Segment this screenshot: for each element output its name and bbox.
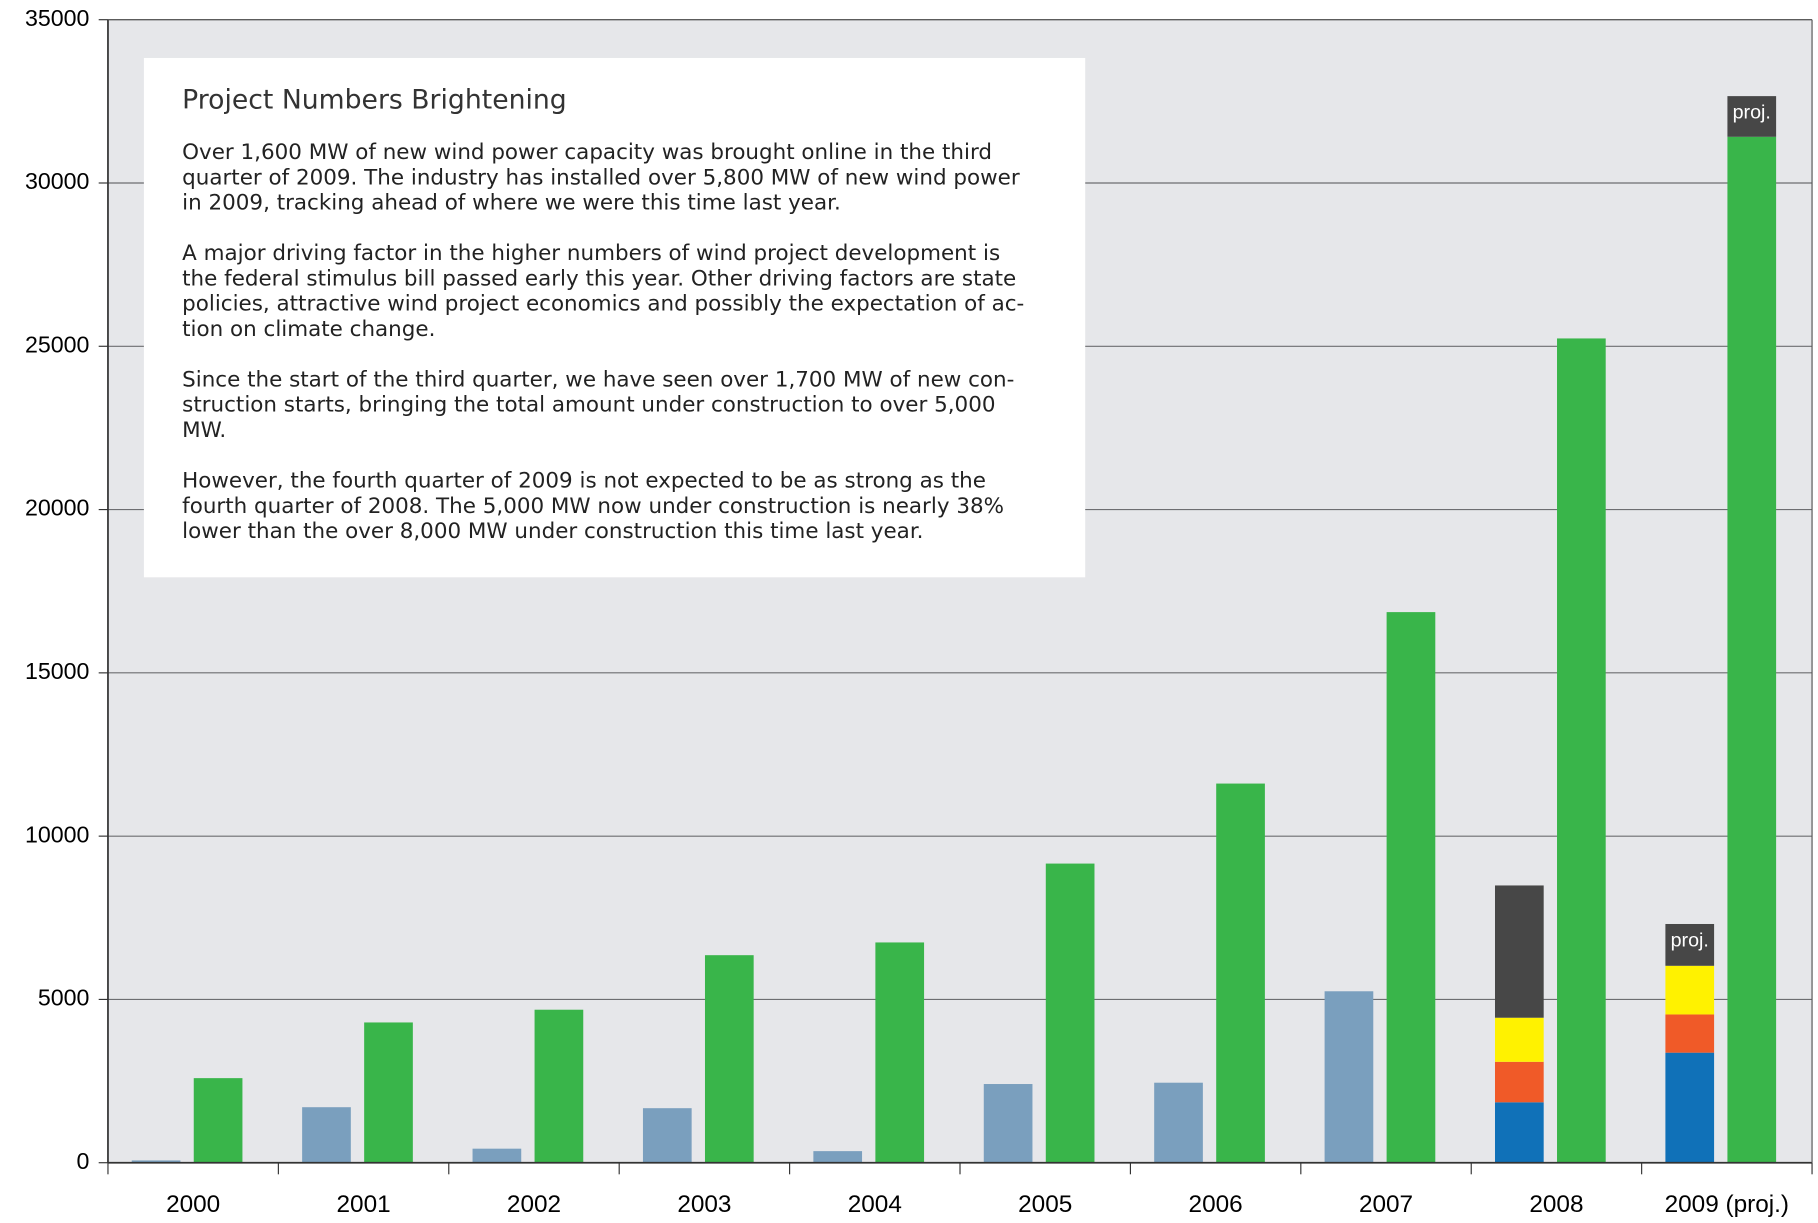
y-tick-label: 35000	[25, 5, 89, 31]
bar	[704, 955, 754, 1163]
box-text: A major driving factor in the higher num…	[182, 241, 1000, 266]
bar	[1727, 96, 1777, 137]
box-text: the federal stimulus bill passed early t…	[182, 266, 1016, 291]
bar	[813, 1151, 863, 1163]
box-text: MW.	[182, 418, 226, 443]
bar-label: proj.	[1671, 930, 1709, 952]
bar	[1324, 991, 1374, 1163]
bar	[1665, 1052, 1715, 1163]
x-tick-label: 2005	[1018, 1191, 1072, 1218]
bar	[1494, 1061, 1544, 1103]
bar	[983, 1084, 1033, 1163]
box-text: struction starts, bringing the total amo…	[182, 393, 995, 418]
bar	[193, 1078, 243, 1163]
bar	[642, 1108, 692, 1163]
bar	[1665, 1014, 1715, 1053]
text-box	[143, 57, 1086, 578]
box-text: Over 1,600 MW of new wind power capacity…	[182, 140, 992, 165]
bar	[1216, 783, 1265, 1163]
x-tick-label: 2001	[337, 1191, 391, 1218]
bar	[1494, 1102, 1544, 1163]
bar	[364, 1022, 413, 1163]
bar	[131, 1160, 181, 1163]
box-text: policies, attractive wind project econom…	[182, 292, 1024, 317]
x-tick-label: 2003	[677, 1191, 731, 1218]
x-tick-label: 2004	[848, 1191, 902, 1218]
box-title: Project Numbers Brightening	[182, 84, 567, 115]
bar	[1557, 338, 1606, 1163]
y-tick-label: 25000	[25, 331, 89, 357]
box-text: However, the fourth quarter of 2009 is n…	[182, 469, 986, 494]
bar	[1494, 1017, 1544, 1062]
y-tick-label: 30000	[25, 168, 89, 194]
box-text: lower than the over 8,000 MW under const…	[182, 519, 923, 544]
x-tick-label: 2007	[1359, 1191, 1413, 1218]
x-tick-label: 2000	[166, 1191, 220, 1218]
bar	[534, 1009, 584, 1163]
bar	[1727, 136, 1777, 1163]
box-text: in 2009, tracking ahead of where we were…	[182, 191, 841, 216]
y-tick-label: 5000	[38, 985, 90, 1011]
x-tick-label: 2002	[507, 1191, 561, 1218]
bar	[472, 1148, 522, 1163]
bar	[302, 1107, 351, 1163]
box-text: quarter of 2009. The industry has instal…	[182, 165, 1020, 190]
x-tick-label: 2008	[1529, 1191, 1583, 1218]
bar	[1665, 923, 1715, 966]
x-tick-label: 2006	[1189, 1191, 1243, 1218]
bar	[1045, 863, 1095, 1163]
bar	[1154, 1082, 1203, 1163]
y-tick-label: 20000	[25, 495, 89, 521]
bar-label: proj.	[1733, 102, 1771, 124]
x-tick-label: 2009 (proj.)	[1665, 1191, 1789, 1218]
box-text: fourth quarter of 2008. The 5,000 MW now…	[182, 494, 1004, 519]
bar	[875, 942, 925, 1163]
y-tick-label: 15000	[25, 658, 89, 684]
box-text: Since the start of the third quarter, we…	[182, 367, 1014, 392]
bar	[1665, 965, 1715, 1015]
y-tick-label: 10000	[25, 821, 89, 847]
bar	[1494, 885, 1544, 1018]
y-tick-label: 0	[77, 1148, 90, 1174]
bar	[1386, 612, 1436, 1163]
box-text: tion on climate change.	[182, 317, 435, 342]
